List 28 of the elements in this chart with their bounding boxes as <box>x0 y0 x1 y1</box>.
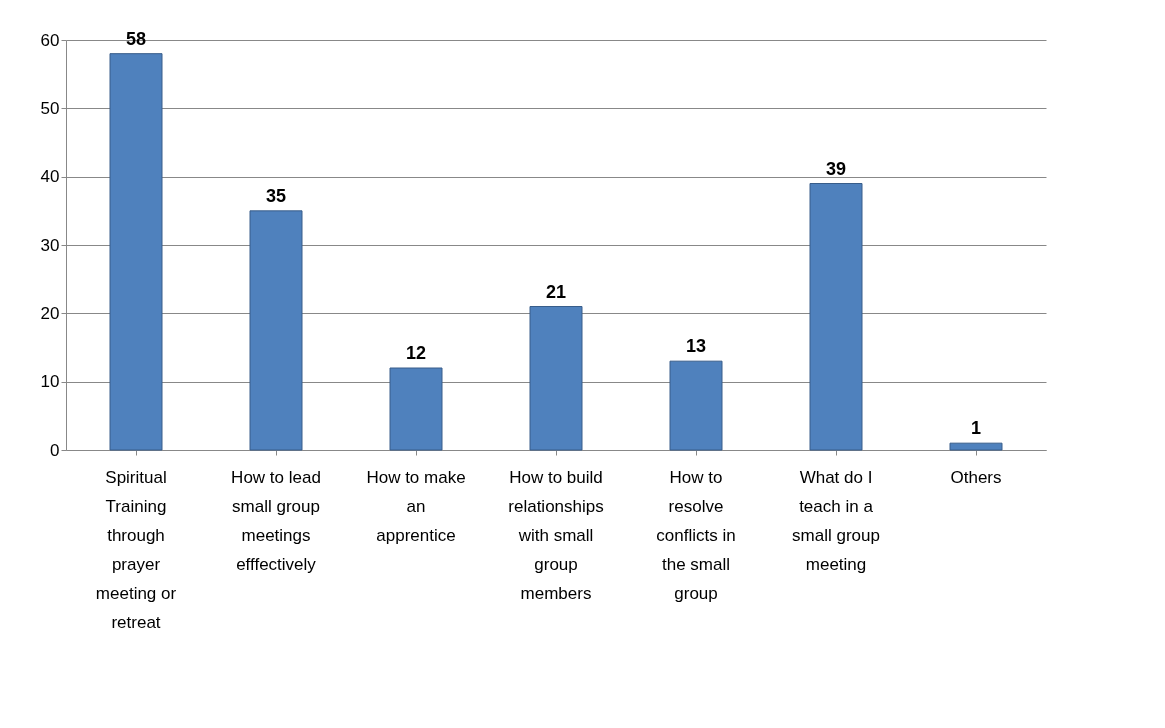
data-label: 39 <box>825 158 847 179</box>
bar <box>389 367 443 451</box>
y-tick-label: 60 <box>40 30 60 50</box>
x-tick-label: What do I teach in a small group meeting <box>792 467 880 574</box>
x-tick-label: How to build relationships with small group members <box>508 467 604 603</box>
bar <box>809 183 863 451</box>
data-label: 21 <box>545 281 567 302</box>
y-tick-label: 50 <box>40 98 60 118</box>
bar <box>669 360 723 451</box>
x-tick-label: Others <box>950 467 1002 487</box>
x-tick-label: How to lead small group meetings efffectively <box>231 467 321 574</box>
data-label: 58 <box>125 28 147 49</box>
data-label: 35 <box>265 185 287 206</box>
data-label: 12 <box>405 343 427 363</box>
bar <box>249 210 303 451</box>
y-tick-label: 40 <box>40 167 60 187</box>
data-label: 13 <box>685 336 707 357</box>
bar <box>529 306 583 451</box>
x-tick-label: Spiritual Training through prayer meeting or retreat <box>95 467 177 632</box>
y-tick-label: 10 <box>40 372 60 392</box>
data-label: 1 <box>970 418 982 439</box>
y-tick-label: 20 <box>40 303 60 323</box>
y-tick-label: 0 <box>50 440 60 460</box>
bar <box>109 53 163 451</box>
x-tick-label: How to make an apprentice <box>366 467 466 545</box>
x-tick-label: How to resolve conflicts in the small group <box>656 467 736 603</box>
y-tick-label: 30 <box>40 235 60 255</box>
bar <box>949 442 1003 451</box>
